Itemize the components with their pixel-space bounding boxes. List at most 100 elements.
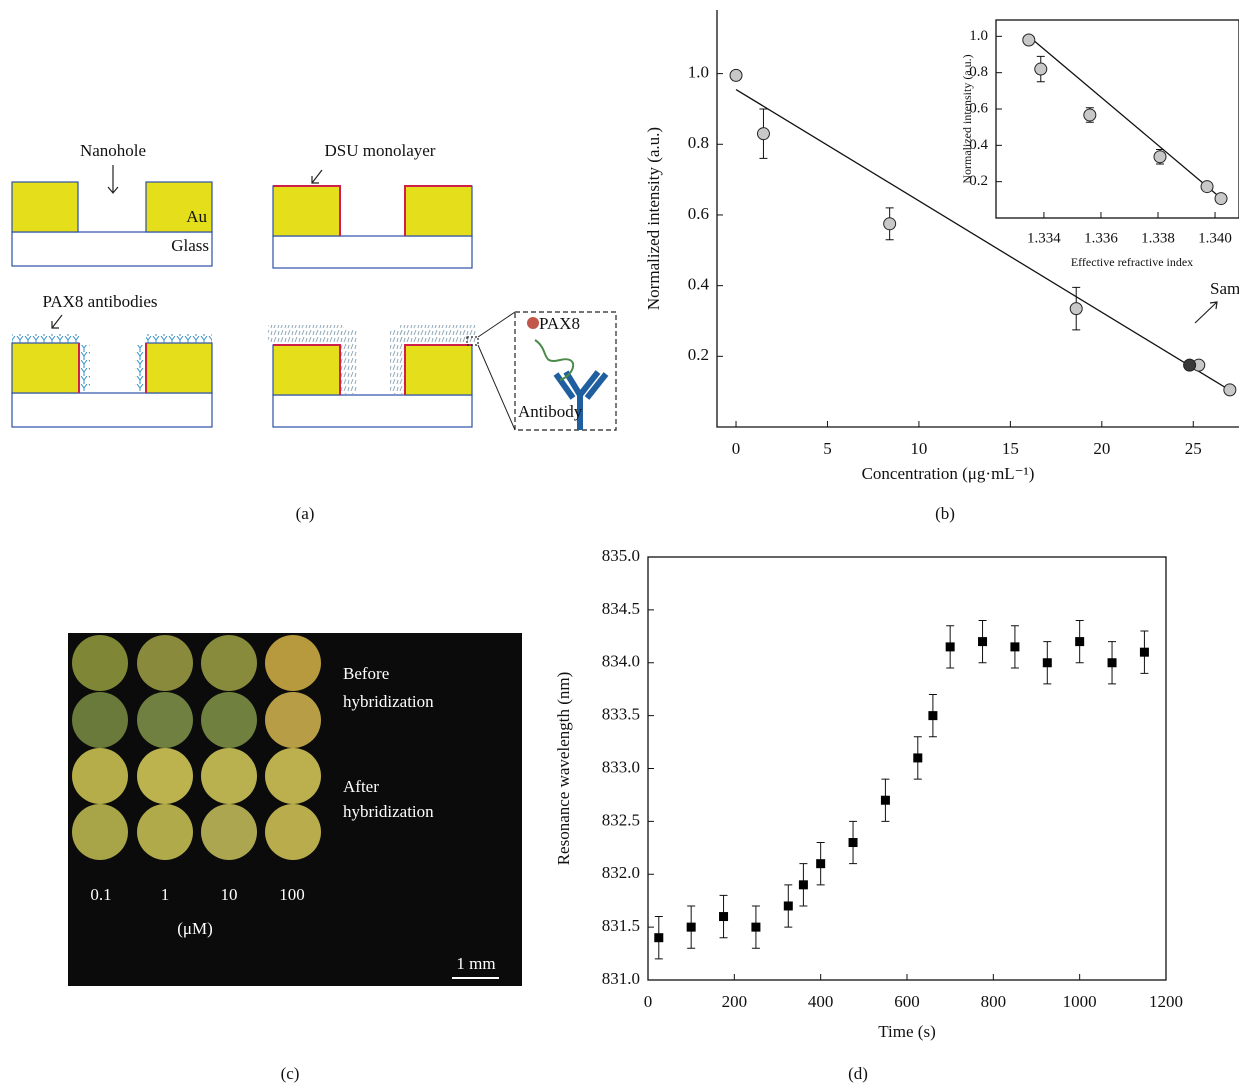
y-axis-title: Normalized intensity (a.u.) <box>644 127 663 310</box>
photo-text: Before <box>343 664 389 683</box>
well <box>201 692 257 748</box>
x-tick-label: 0 <box>644 992 653 1011</box>
x-tick-label: 1200 <box>1149 992 1183 1011</box>
well <box>137 635 193 691</box>
x-tick-label: 400 <box>808 992 834 1011</box>
x-axis-title: Concentration (μg·mL⁻¹) <box>862 464 1035 483</box>
data-point <box>1070 303 1082 315</box>
x-tick-label: 5 <box>823 439 832 458</box>
concentration: 100 <box>279 885 305 904</box>
data-point <box>757 128 769 140</box>
glass-label: Glass <box>171 236 209 255</box>
data-point <box>1224 384 1236 396</box>
data-point <box>1184 359 1196 371</box>
y-tick-label: 0.4 <box>688 275 710 294</box>
panel-label: (d) <box>848 1064 868 1083</box>
y-tick-label: 831.5 <box>602 916 640 935</box>
data-point <box>799 880 808 889</box>
x-tick-label: 200 <box>722 992 748 1011</box>
data-point <box>816 859 825 868</box>
y-tick-label: 0.2 <box>688 345 709 364</box>
data-point <box>730 69 742 81</box>
x-tick-label: 1.334 <box>1027 230 1061 246</box>
data-point <box>884 218 896 230</box>
photo-text: After <box>343 777 379 796</box>
annotation: Sample <box>1210 279 1239 298</box>
chart: 020040060080010001200831.0831.5832.0832.… <box>554 546 1183 1083</box>
x-tick-label: 15 <box>1002 439 1019 458</box>
x-tick-label: 25 <box>1185 439 1202 458</box>
well <box>201 635 257 691</box>
data-point <box>1215 193 1227 205</box>
panel-label: (c) <box>281 1064 300 1083</box>
unit: (μM) <box>177 919 213 938</box>
well <box>72 692 128 748</box>
concentration: 0.1 <box>90 885 111 904</box>
panel-label: (a) <box>296 504 315 523</box>
well <box>72 748 128 804</box>
well <box>265 804 321 860</box>
x-tick-label: 1.336 <box>1084 230 1118 246</box>
y-tick-label: 1.0 <box>969 28 988 44</box>
well <box>137 692 193 748</box>
y-tick-label: 835.0 <box>602 546 640 565</box>
dsu-label: DSU monolayer <box>325 141 436 160</box>
data-point <box>1084 109 1096 121</box>
data-point <box>1023 34 1035 46</box>
data-point <box>849 838 858 847</box>
well <box>265 748 321 804</box>
data-point <box>946 642 955 651</box>
y-tick-label: 834.5 <box>602 599 640 618</box>
y-tick-label: 0.8 <box>688 133 709 152</box>
well <box>72 804 128 860</box>
scale-bar-label: 1 mm <box>456 954 495 973</box>
x-tick-label: 600 <box>894 992 920 1011</box>
y-tick-label: 832.5 <box>602 810 640 829</box>
x-axis-title: Effective refractive index <box>1071 255 1193 269</box>
y-tick-label: 832.0 <box>602 863 640 882</box>
y-tick-label: 833.5 <box>602 705 640 724</box>
well <box>265 692 321 748</box>
data-point <box>751 923 760 932</box>
x-tick-label: 1000 <box>1063 992 1097 1011</box>
antibodies-label: PAX8 antibodies <box>42 292 157 311</box>
pax8-label: PAX8 <box>539 314 580 333</box>
y-tick-label: 0.6 <box>688 204 709 223</box>
data-point <box>1108 658 1117 667</box>
data-point <box>654 933 663 942</box>
x-tick-label: 10 <box>910 439 927 458</box>
y-tick-label: 1.0 <box>688 63 709 82</box>
data-point <box>1010 642 1019 651</box>
well <box>201 804 257 860</box>
well <box>201 748 257 804</box>
y-axis-title: Normalized intensity (a.u.) <box>960 54 974 183</box>
data-point <box>1154 151 1166 163</box>
data-point <box>1140 648 1149 657</box>
y-axis-title: Resonance wavelength (nm) <box>554 672 573 866</box>
figure: Nanohole Au Glass DSU monolayer PAX8 ant… <box>0 0 1239 1087</box>
data-point <box>687 923 696 932</box>
concentration: 1 <box>161 885 170 904</box>
data-point <box>719 912 728 921</box>
data-point <box>1075 637 1084 646</box>
x-tick-label: 800 <box>981 992 1007 1011</box>
data-point <box>784 901 793 910</box>
photo-text: hybridization <box>343 692 434 711</box>
concentration: 10 <box>221 885 238 904</box>
data-point <box>913 753 922 762</box>
well <box>265 635 321 691</box>
antibody-label: Antibody <box>518 402 583 421</box>
well <box>137 804 193 860</box>
well <box>72 635 128 691</box>
photo-text: hybridization <box>343 802 434 821</box>
well <box>137 748 193 804</box>
data-point <box>1201 181 1213 193</box>
data-point <box>1043 658 1052 667</box>
x-tick-label: 20 <box>1093 439 1110 458</box>
x-axis-title: Time (s) <box>878 1022 935 1041</box>
nanohole-label: Nanohole <box>80 141 146 160</box>
x-tick-label: 1.340 <box>1198 230 1232 246</box>
x-tick-label: 1.338 <box>1141 230 1175 246</box>
au-label: Au <box>186 207 207 226</box>
